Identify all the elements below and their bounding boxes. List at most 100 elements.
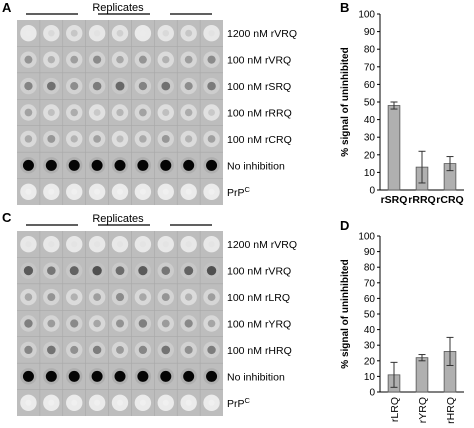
y-axis-label: % signal of uninhibited: [340, 47, 351, 156]
blot-dot-core: [184, 82, 193, 91]
panel-d-letter: D: [340, 218, 349, 233]
blot-dot-core: [92, 81, 102, 91]
blot-dot-core: [161, 319, 170, 328]
blot-dot-core: [70, 135, 78, 143]
blot-dot-core: [71, 399, 78, 406]
blot-dot-core: [24, 345, 33, 355]
blot-dot-core: [116, 319, 124, 328]
blot-row-label: 100 nM rLRQ: [227, 292, 290, 304]
blot-dot-core: [162, 108, 170, 117]
blot-dot-core: [138, 345, 148, 355]
blot-dot-core: [117, 399, 123, 406]
y-tick-label: 40: [364, 325, 376, 336]
blot-dot-core: [70, 108, 78, 117]
blot-dot-core: [114, 370, 126, 382]
blot-dot-core: [71, 241, 78, 248]
panel-d-bar-chart: % signal of uninhibited 0 10 20 30 40 50 60 70 80…: [340, 232, 464, 424]
blot-dot-core: [48, 29, 55, 37]
blot-dot-core: [68, 159, 80, 171]
blot-dot-core: [47, 345, 56, 355]
blot-row-label-superscript: C: [245, 395, 251, 404]
y-tick-label: 60: [364, 294, 376, 305]
blot-dot-core: [70, 29, 78, 37]
blot-dot-core: [208, 188, 215, 195]
blot-dot-core: [185, 135, 193, 143]
blot-dot-core: [139, 30, 146, 37]
y-tick-label: 20: [364, 356, 376, 367]
blot-row-label: PrPC: [227, 184, 251, 199]
blot-dot-core: [48, 188, 55, 195]
blot-dot-core: [161, 293, 170, 302]
blot-dot-core: [162, 55, 170, 64]
blot-row-label: 100 nM rYRQ: [227, 319, 291, 331]
blot-dot-core: [25, 241, 32, 248]
blot-row-label-superscript: C: [245, 184, 251, 193]
x-category-label: rSRQ: [381, 194, 408, 206]
blot-dot-core: [139, 108, 147, 117]
y-tick-label: 30: [364, 133, 376, 144]
blot-dot-core: [162, 188, 169, 195]
blot-dot-core: [116, 346, 124, 354]
y-tick-label: 90: [364, 27, 376, 38]
x-category-label: rYRQ: [417, 397, 429, 423]
y-tick-label: 10: [364, 168, 376, 179]
blot-dot-core: [24, 108, 33, 117]
x-category-label: rCRQ: [436, 194, 463, 206]
blot-dot-core: [47, 319, 56, 328]
blot-dot-core: [116, 55, 124, 64]
blot-dot-core: [45, 370, 57, 382]
y-tick-label: 40: [364, 115, 376, 126]
blot-dot-core: [208, 241, 215, 248]
blot-dot-core: [93, 30, 101, 37]
bar: [415, 357, 429, 393]
blot-row-label: 100 nM rCRQ: [227, 134, 292, 146]
blot-dot-core: [139, 293, 147, 301]
blot-dot-core: [184, 293, 193, 301]
bar: [387, 105, 401, 191]
y-tick-label: 70: [364, 278, 376, 289]
blot-dot-core: [162, 241, 169, 248]
y-tick-label: 100: [358, 232, 375, 243]
blot-dot-core: [206, 265, 217, 276]
blot-dot-core: [207, 55, 216, 64]
blot-row-label: PrPC: [227, 395, 251, 410]
panel-c-dot-blot: [17, 231, 223, 416]
blot-dot-core: [206, 370, 218, 382]
blot-dot-core: [139, 241, 147, 248]
blot-dot-core: [25, 188, 32, 195]
y-tick-label: 80: [364, 45, 376, 56]
blot-dot-core: [48, 399, 55, 406]
y-tick-label: 0: [369, 186, 375, 197]
blot-dot-core: [116, 29, 124, 37]
blot-dot-core: [137, 159, 149, 171]
blot-dot-core: [137, 370, 149, 382]
blot-dot-core: [116, 108, 124, 117]
blot-dot-core: [138, 55, 147, 64]
blot-dot-core: [92, 345, 102, 355]
blot-dot-core: [45, 159, 57, 171]
blot-dot-core: [162, 399, 169, 406]
blot-dot-core: [139, 399, 146, 406]
panel-c-row-labels: 1200 nM rVRQ 100 nM rVRQ 100 nM rLRQ 100 nM…: [227, 239, 297, 410]
blot-dot-core: [22, 370, 34, 382]
blot-dot-core: [184, 319, 193, 328]
blot-dot-core: [93, 55, 102, 64]
blot-dot-core: [185, 399, 192, 406]
blot-dot-core: [24, 293, 33, 301]
blot-dot-core: [70, 55, 79, 64]
blot-dot-core: [47, 266, 56, 275]
blot-row-label: 100 nM rVRQ: [227, 266, 291, 278]
blot-dot-core: [160, 159, 172, 171]
y-tick-label: 100: [358, 10, 375, 21]
blot-dot-core: [93, 135, 101, 143]
blot-dot-core: [93, 293, 101, 301]
y-tick-label: 20: [364, 150, 376, 161]
blot-dot-core: [70, 319, 79, 328]
blot-dot-core: [207, 345, 216, 355]
y-axis-label: % signal of uninhibited: [340, 259, 351, 368]
x-category-label: rRRQ: [408, 194, 435, 206]
blot-row-label: No inhibition: [227, 160, 285, 172]
x-category-label: rLRQ: [389, 397, 401, 422]
blot-dot-core: [138, 81, 148, 91]
